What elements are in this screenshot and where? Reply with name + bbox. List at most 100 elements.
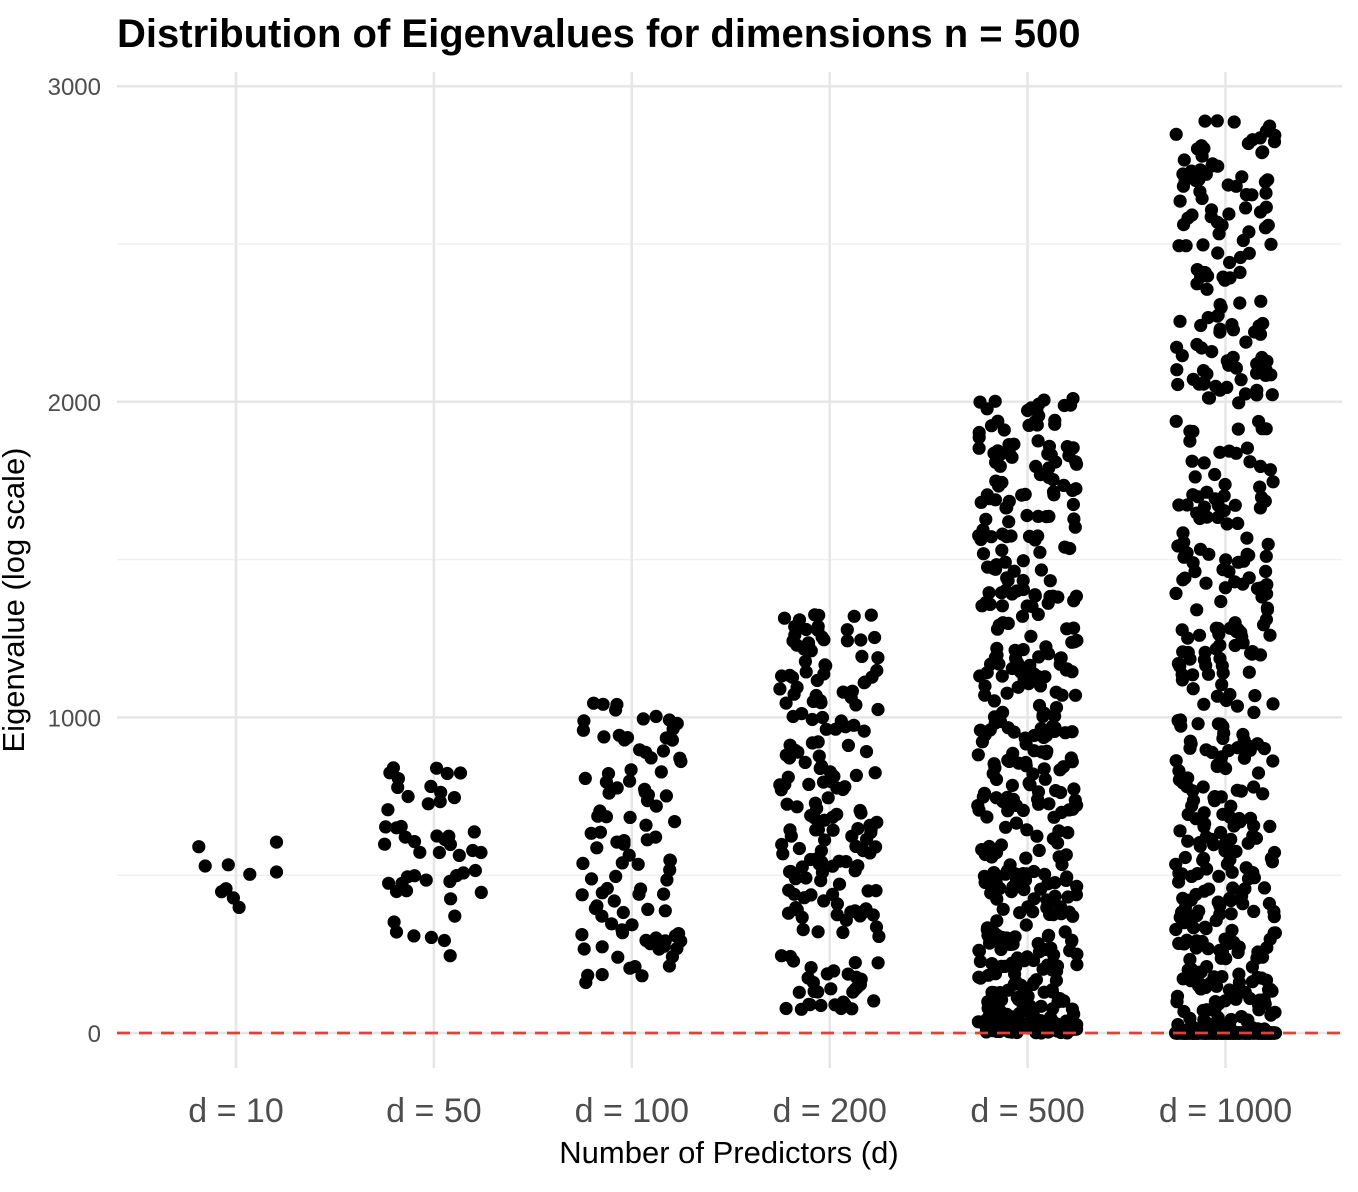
scatter-point: [790, 638, 804, 652]
scatter-point: [1169, 586, 1183, 601]
scatter-point: [623, 810, 637, 825]
scatter-point: [232, 900, 246, 915]
scatter-point: [1263, 628, 1277, 642]
scatter-point: [1224, 907, 1238, 921]
scatter-point: [802, 777, 816, 792]
scatter-point: [1015, 488, 1029, 502]
scatter-point: [1029, 459, 1043, 473]
scatter-point: [1200, 510, 1214, 524]
scatter-point: [869, 884, 883, 898]
scatter-point: [1009, 974, 1023, 989]
scatter-point: [599, 775, 614, 789]
scatter-point: [1045, 719, 1059, 734]
scatter-point: [1013, 906, 1027, 920]
scatter-point: [803, 998, 817, 1012]
scatter-point: [784, 829, 798, 843]
scatter-point: [1177, 535, 1191, 549]
scatter-point: [1251, 766, 1266, 780]
scatter-point: [839, 855, 853, 869]
scatter-point: [1049, 973, 1063, 988]
scatter-point: [988, 394, 1002, 408]
scatter-point: [1175, 667, 1189, 682]
scatter-point: [1032, 843, 1046, 858]
scatter-point: [1191, 490, 1205, 504]
scatter-point: [1223, 810, 1237, 824]
scatter-point: [674, 754, 688, 769]
scatter-point: [806, 694, 820, 709]
scatter-point: [1259, 186, 1273, 200]
scatter-point: [1051, 836, 1065, 850]
scatter-point: [1035, 745, 1049, 759]
scatter-point: [1185, 869, 1199, 884]
scatter-point: [799, 665, 813, 679]
scatter-point: [447, 791, 461, 805]
scatter-point: [792, 841, 807, 856]
scatter-point: [987, 694, 1002, 708]
scatter-point: [448, 909, 462, 923]
scatter-point: [1067, 512, 1081, 526]
scatter-point: [581, 968, 595, 983]
scatter-point: [832, 877, 847, 891]
scatter-point: [995, 599, 1010, 613]
scatter-point: [971, 748, 985, 762]
scatter-point: [649, 799, 663, 813]
scatter-point: [1181, 771, 1195, 785]
scatter-point: [1025, 599, 1039, 614]
scatter-point: [979, 512, 993, 526]
scatter-point: [1213, 322, 1227, 336]
scatter-point: [639, 745, 653, 759]
scatter-point: [443, 949, 457, 963]
scatter-point: [1063, 541, 1077, 556]
scatter-point: [1200, 960, 1214, 974]
chart-title: Distribution of Eigenvalues for dimensio…: [117, 12, 1081, 56]
scatter-point: [980, 666, 994, 680]
scatter-point: [1007, 725, 1021, 739]
scatter-point: [1005, 956, 1019, 970]
scatter-point: [1190, 603, 1204, 617]
scatter-point: [659, 731, 673, 745]
scatter-point: [1182, 893, 1196, 907]
scatter-point: [382, 876, 396, 890]
scatter-point: [1247, 780, 1261, 794]
scatter-point: [1254, 294, 1268, 308]
scatter-point: [1049, 685, 1063, 699]
scatter-point: [1197, 653, 1211, 667]
scatter-point: [1004, 885, 1019, 899]
scatter-point: [1003, 937, 1017, 952]
scatter-point: [845, 829, 859, 843]
scatter-point: [973, 395, 987, 409]
scatter-point: [787, 687, 801, 701]
scatter-point: [1201, 391, 1216, 405]
scatter-point: [1235, 889, 1249, 903]
scatter-point: [400, 870, 415, 884]
scatter-point: [980, 810, 994, 824]
scatter-point: [1006, 746, 1020, 761]
scatter-point: [1173, 194, 1187, 208]
scatter-point: [474, 845, 488, 860]
scatter-point: [595, 940, 609, 954]
scatter-point: [1213, 899, 1227, 913]
scatter-point: [851, 859, 865, 873]
scatter-point: [989, 558, 1004, 572]
scatter-point: [1215, 659, 1229, 673]
scatter-point: [1021, 989, 1035, 1003]
scatter-point: [871, 956, 885, 970]
scatter-point: [1052, 824, 1066, 838]
scatter-point: [1005, 587, 1019, 601]
scatter-point: [1169, 922, 1183, 937]
scatter-point: [787, 887, 801, 901]
scatter-point: [443, 837, 457, 852]
scatter-point: [1268, 1005, 1282, 1019]
scatter-point: [868, 630, 882, 645]
scatter-point: [656, 744, 671, 758]
scatter-point: [1261, 218, 1275, 232]
scatter-point: [805, 736, 820, 750]
scatter-point: [381, 803, 395, 817]
scatter-point: [1188, 470, 1202, 484]
scatter-point: [848, 956, 862, 970]
scatter-point: [1062, 449, 1076, 463]
scatter-point: [1220, 380, 1234, 394]
scatter-point: [1032, 797, 1046, 811]
scatter-point: [1211, 510, 1225, 524]
scatter-point: [1264, 368, 1278, 382]
